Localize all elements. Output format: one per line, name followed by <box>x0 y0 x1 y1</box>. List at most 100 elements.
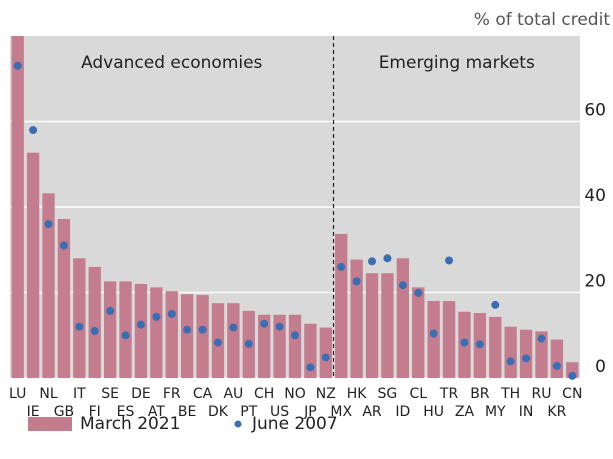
bar <box>227 303 240 378</box>
x-tick-label: MX <box>330 404 352 420</box>
bar <box>258 314 271 378</box>
x-tick-label: MY <box>485 404 506 420</box>
bar <box>181 294 194 378</box>
dot <box>183 325 192 334</box>
x-tick-label: AT <box>148 404 165 420</box>
x-tick-label: IN <box>519 404 534 420</box>
dot <box>275 322 284 331</box>
x-tick-label: SE <box>101 386 119 402</box>
x-tick-label: ZA <box>455 404 475 420</box>
x-tick-label: SG <box>378 386 398 402</box>
legend-swatch <box>28 417 72 431</box>
dot <box>90 326 99 335</box>
dot <box>398 281 407 290</box>
x-tick-label: RU <box>531 386 551 402</box>
x-tick-label: CL <box>409 386 427 402</box>
dot <box>136 320 145 329</box>
x-tick-label: NZ <box>316 386 336 402</box>
group-label: Emerging markets <box>379 53 535 73</box>
x-tick-label: NL <box>39 386 57 402</box>
dot <box>229 323 238 332</box>
dot <box>198 325 207 334</box>
dot <box>522 354 531 363</box>
bar <box>427 301 440 378</box>
x-tick-label: BE <box>178 404 196 420</box>
y-tick-label: 20 <box>584 272 606 292</box>
y-tick-label: 40 <box>584 186 606 206</box>
dot <box>460 338 469 347</box>
bar <box>165 291 178 378</box>
legend-swatch <box>234 420 242 428</box>
dot <box>568 371 577 380</box>
bar <box>381 273 394 378</box>
bar <box>26 152 40 378</box>
y-tick-label: 0 <box>595 357 606 377</box>
dot <box>491 300 500 309</box>
legend-label: June 2007 <box>251 414 338 434</box>
dot <box>337 262 346 271</box>
bar <box>73 258 86 378</box>
dot <box>59 241 68 250</box>
x-tick-label: HK <box>347 386 368 402</box>
x-tick-label: KR <box>547 404 566 420</box>
dot <box>291 331 299 340</box>
bar <box>134 283 148 378</box>
x-tick-label: ID <box>395 404 410 420</box>
dot <box>167 309 176 318</box>
x-tick-label: CN <box>562 386 582 402</box>
bar <box>119 281 132 378</box>
bar <box>442 301 456 378</box>
dot <box>121 331 130 340</box>
bar <box>273 314 286 378</box>
dot <box>213 338 222 347</box>
x-tick-label: PT <box>240 404 257 420</box>
bar <box>103 281 117 378</box>
x-tick-label: FI <box>89 404 101 420</box>
dot <box>414 288 423 297</box>
bar <box>489 316 502 378</box>
x-tick-label: AR <box>362 404 382 420</box>
bar <box>550 339 564 378</box>
dot <box>445 256 454 265</box>
dot <box>75 322 84 331</box>
x-tick-label: CA <box>193 386 213 402</box>
bar <box>304 323 317 378</box>
x-tick-label: DE <box>131 386 151 402</box>
x-tick-label: NO <box>284 386 306 402</box>
dot <box>475 340 484 349</box>
legend-label: March 2021 <box>80 414 181 434</box>
x-tick-label: IT <box>73 386 86 402</box>
group-label: Advanced economies <box>81 53 262 73</box>
dot <box>537 334 546 343</box>
dot <box>429 329 438 338</box>
unit-label: % of total credit <box>474 10 611 30</box>
dot <box>106 306 115 315</box>
bar <box>365 273 379 378</box>
bar <box>535 331 548 378</box>
bar <box>150 287 163 378</box>
bar <box>504 326 517 378</box>
dot <box>352 277 361 286</box>
dot <box>13 61 22 70</box>
dot <box>506 357 515 366</box>
bar <box>519 329 533 378</box>
x-tick-label: TR <box>439 386 459 402</box>
bar <box>11 36 24 378</box>
dot <box>321 353 330 362</box>
dot <box>29 126 38 135</box>
x-tick-label: FR <box>163 386 181 402</box>
bar <box>42 193 55 378</box>
dot <box>260 319 269 328</box>
bar <box>57 218 71 378</box>
dot <box>244 339 253 348</box>
x-tick-label: US <box>270 404 289 420</box>
bar <box>396 258 409 378</box>
dot <box>552 362 561 371</box>
x-tick-label: BR <box>470 386 490 402</box>
x-tick-label: AU <box>223 386 243 402</box>
x-tick-label: LU <box>9 386 26 402</box>
bar <box>412 287 425 378</box>
x-tick-label: CH <box>254 386 274 402</box>
dot <box>383 254 392 263</box>
